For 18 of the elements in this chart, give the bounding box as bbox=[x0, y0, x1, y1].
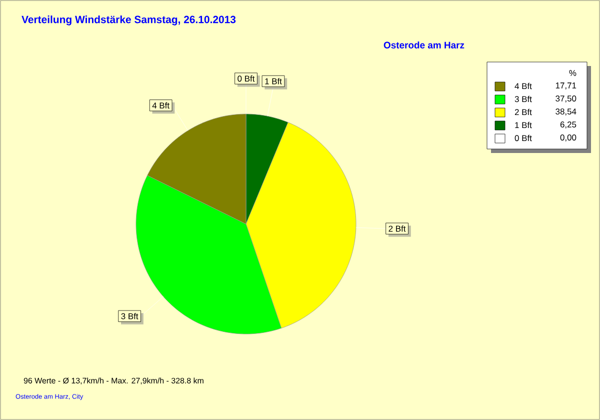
legend-label: 0 Bft bbox=[514, 134, 532, 142]
data-label: 6,25 bbox=[560, 122, 576, 128]
chart-subtitle: Osterode am Harz bbox=[384, 42, 464, 48]
legend-label: 2 Bft bbox=[514, 108, 532, 116]
data-label: 37,50 bbox=[556, 96, 576, 102]
text: 0,00 bbox=[560, 134, 576, 142]
chart-title: Verteilung Windstärke Samstag, 26.10.2013 bbox=[22, 16, 236, 26]
legend-label: 4 Bft bbox=[514, 82, 532, 90]
data-label: 38,54 bbox=[556, 108, 576, 116]
data-label: 17,71 bbox=[556, 82, 576, 90]
legend-title: % bbox=[569, 70, 576, 76]
slice-label: 4 Bft bbox=[152, 102, 170, 108]
slice-label: 1 Bft bbox=[265, 78, 282, 84]
slice-label: 3 Bft bbox=[121, 313, 138, 320]
legend-label: 3 Bft bbox=[514, 96, 532, 102]
category-label: 0 Bft bbox=[238, 75, 255, 82]
slice-label: 2 Bft bbox=[388, 225, 406, 232]
legend-label: 1 Bft bbox=[515, 122, 532, 128]
